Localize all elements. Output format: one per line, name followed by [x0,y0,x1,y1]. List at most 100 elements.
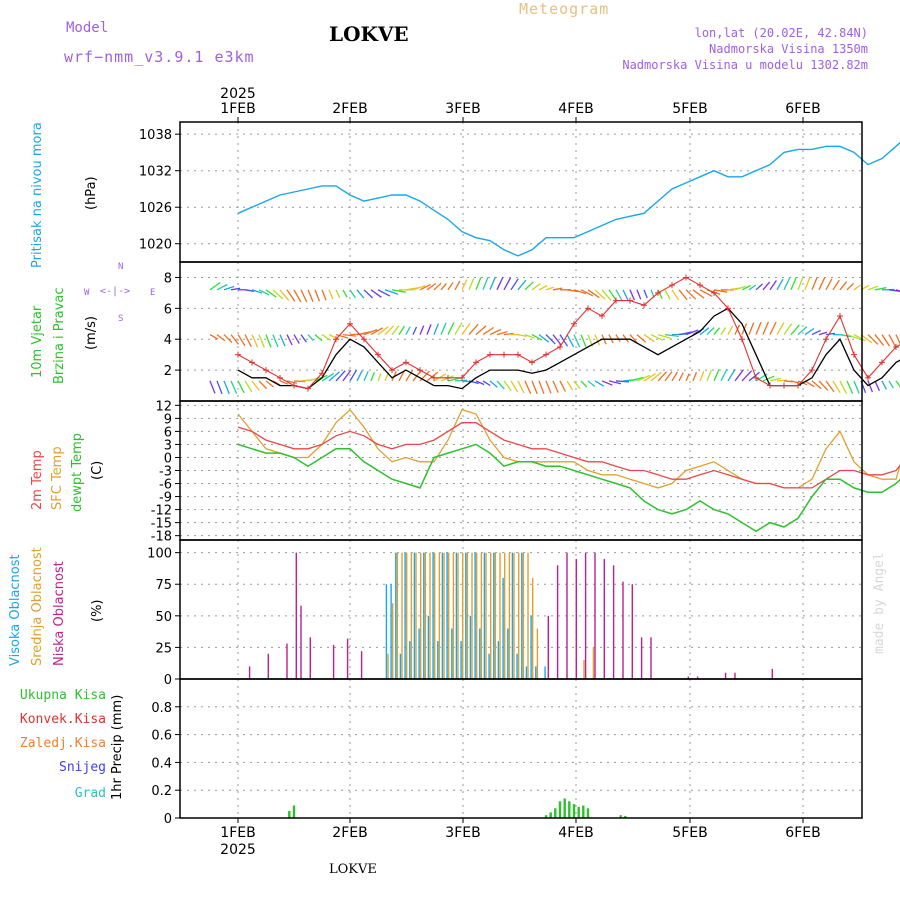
wind-barb [636,334,647,343]
gust-marker [683,274,689,281]
wind-barb [629,376,644,382]
wind-barb [398,370,405,382]
precip-bar [624,815,627,818]
wind-barb [230,287,241,291]
high-cloud-bar [544,666,546,679]
wind-barb [804,380,815,388]
frame-layer [175,117,863,823]
wind-barb [531,334,543,341]
gust-marker [529,359,535,366]
gust-marker [641,302,647,309]
wind-barb [300,289,308,303]
wind-barb [552,334,562,346]
low-cloud-bar [556,565,559,679]
low-cloud-bar [612,565,615,679]
wind-barb [321,372,335,382]
wind-barb [321,334,332,341]
mid-cloud-bar [592,647,595,679]
low-cloud-bar [771,668,773,679]
footer-station: LOKVE [329,862,377,877]
mid-cloud-bar [513,552,515,679]
precip-bar [619,815,622,818]
wind-barb [391,325,400,335]
chart-kind-title: Meteogram [519,0,610,18]
mid-cloud-bar [452,552,455,679]
high-cloud-bar [469,615,472,679]
high-cloud-bar [525,666,528,679]
wind-barb [482,276,489,291]
mid-cloud-bar [448,552,450,679]
wind-barb [622,334,629,343]
wind-barb [377,326,389,336]
low-cloud-bar [631,584,633,679]
gust-marker [515,351,521,358]
y-tick-label: 0 [164,812,172,827]
gust-marker [417,367,423,374]
wind-barb [622,289,629,302]
mid-cloud-bar [410,552,413,679]
high-cloud-bar [451,628,453,679]
wind-barb [454,322,463,335]
wind-barb [363,328,378,336]
gust-marker [361,336,367,343]
wind-barb [888,289,900,292]
wind-barb [475,325,487,336]
high-cloud-bar [413,552,416,679]
mid-cloud-bar [457,552,459,679]
wind-barb [503,277,512,291]
mid-cloud-bar [392,603,394,679]
y-tick-label: 0 [164,451,172,466]
wind-barb [335,370,346,382]
wind-barb [328,371,341,382]
wind-barb [734,285,746,291]
wind-barb [342,333,357,337]
gust-marker [655,289,661,296]
day-label-bottom: 4FEB [558,825,593,841]
wind-barb [279,334,286,347]
day-label-top: 2FEB [332,101,367,117]
mid-cloud-bar [485,552,487,679]
wind-barb [349,369,357,382]
y-tick-label: 75 [155,578,172,593]
high-cloud-bar [399,653,402,679]
wind-barb [685,329,699,336]
mid-cloud-bar [480,552,483,679]
model-name: wrf−nmm_v3.9.1 e3km [64,48,255,66]
wind-barb [559,380,566,392]
wind-barb [377,373,382,382]
low-cloud-bar [575,559,577,679]
gust-marker [487,351,493,358]
gust-marker [333,336,339,343]
wind-barb [482,326,495,336]
day-label-bottom: 5FEB [672,825,707,841]
wind-barb [692,289,705,299]
high-cloud-bar [521,552,523,679]
precip-bar [288,811,291,818]
wind-barb [412,285,426,291]
low-cloud-bar [724,672,727,679]
mid-cloud-bar [466,552,469,679]
wind-barb [475,277,482,291]
wind-barb [783,323,793,335]
mid-cloud-bar [424,552,427,679]
high-cloud-bar [455,552,458,679]
gust-marker [403,359,409,366]
wind-barb [713,369,720,382]
precip-bar [568,801,571,818]
wind-barb [454,280,461,291]
wind-barb [678,372,684,382]
wind-barb [517,279,527,291]
wind-barb [209,334,219,340]
wind-barb [860,334,873,344]
y-tick-label: 100 [147,547,172,562]
precip-bar [563,798,566,818]
y-tick-label: 0.2 [151,784,172,799]
wind-barb [314,334,323,342]
high-cloud-bar [446,552,448,679]
wind-barb [244,334,252,347]
panel-frame [179,400,863,541]
wind-barb [510,278,519,291]
precip-bar [586,808,590,818]
wind-barb [531,380,538,395]
wind-barb [524,281,534,291]
